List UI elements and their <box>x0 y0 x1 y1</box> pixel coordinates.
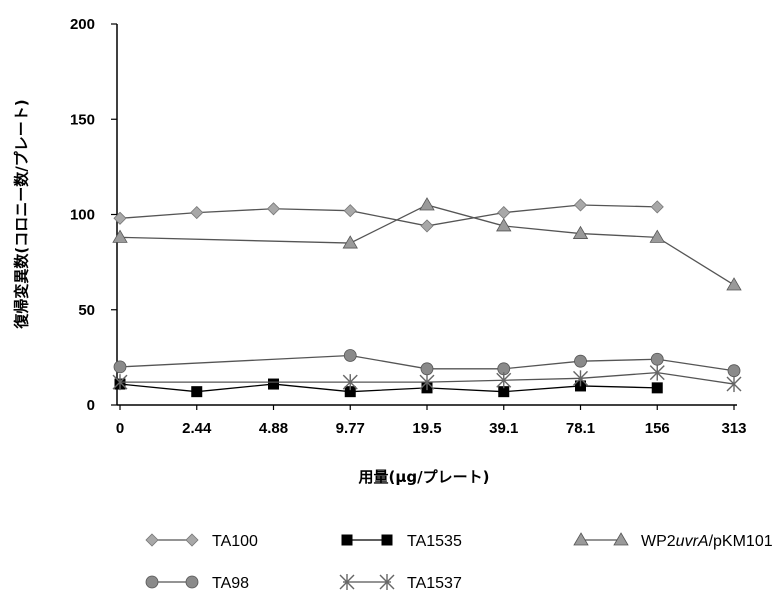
data-point <box>419 374 435 391</box>
legend-marker <box>145 575 159 589</box>
x-ticks: 0 2.44 4.88 9.77 19.5 39.1 78.1 156 313 <box>116 405 747 437</box>
data-point <box>573 198 588 212</box>
legend-label: TA100 <box>212 533 258 550</box>
legend-marker <box>573 532 589 546</box>
series-line <box>119 383 658 393</box>
data-point <box>496 372 512 389</box>
y-tick-label: 200 <box>70 16 95 33</box>
legend-item: WP2uvrA/pKM101 <box>573 532 773 550</box>
data-point <box>497 206 511 220</box>
data-point <box>343 204 357 218</box>
x-tick-label: 156 <box>645 420 670 437</box>
series-ta1537 <box>112 364 742 393</box>
legend-marker <box>185 533 199 547</box>
data-point <box>190 206 204 220</box>
data-point <box>727 364 741 378</box>
series-ta100 <box>113 198 664 233</box>
x-tick-label: 313 <box>721 420 746 437</box>
data-point <box>649 229 665 243</box>
legend-label: TA1535 <box>407 533 462 550</box>
y-tick-label: 150 <box>70 111 95 128</box>
data-point <box>572 225 589 239</box>
data-point <box>419 197 435 211</box>
data-point <box>112 229 128 243</box>
x-tick-label: 19.5 <box>412 420 441 437</box>
x-tick-label: 4.88 <box>259 420 288 437</box>
y-axis-title-text: 復帰変異数(コロニー数/プレート) <box>13 99 31 329</box>
legend-label: TA98 <box>212 575 249 592</box>
data-point <box>649 364 665 381</box>
data-point <box>726 376 742 393</box>
legend-marker <box>185 575 199 589</box>
data-point <box>344 386 356 398</box>
data-point <box>113 211 127 225</box>
data-point <box>266 202 281 216</box>
legend-marker <box>341 534 353 546</box>
x-tick-label: 39.1 <box>489 420 518 437</box>
legend-marker <box>145 533 159 547</box>
legend-label: TA1537 <box>407 575 462 592</box>
legend: TA100 TA1535 WP2uvrA/pKM101 TA98 TA1537 <box>145 532 773 592</box>
data-point <box>420 362 434 376</box>
data-point <box>650 352 664 366</box>
data-point <box>342 374 358 391</box>
data-point <box>420 219 434 233</box>
series-wp2uvra-pkm101 <box>112 197 742 291</box>
legend-marker <box>379 574 395 590</box>
y-axis-title: 復帰変異数(コロニー数/プレート) <box>13 99 31 329</box>
y-ticks: 0 50 100 150 200 <box>70 16 117 414</box>
data-point <box>726 277 742 291</box>
data-point <box>650 200 664 214</box>
x-tick-label: 2.44 <box>182 420 212 437</box>
x-tick-label: 9.77 <box>336 420 365 437</box>
data-point <box>268 378 279 390</box>
data-point <box>191 386 203 398</box>
data-point <box>112 374 128 391</box>
legend-item: TA1537 <box>339 574 462 592</box>
data-point <box>574 354 587 368</box>
series-layer <box>112 197 742 398</box>
data-point <box>342 235 358 249</box>
data-point <box>496 218 512 232</box>
series-ta98 <box>113 349 741 378</box>
series-line <box>119 204 658 227</box>
data-point <box>573 370 588 387</box>
y-tick-label: 50 <box>78 302 95 319</box>
x-axis-title: 用量(μg/プレート) <box>359 468 490 486</box>
legend-marker <box>381 534 393 546</box>
data-point <box>651 382 663 394</box>
legend-label: WP2uvrA/pKM101 <box>641 533 773 550</box>
series-line <box>119 204 735 286</box>
legend-item: TA100 <box>145 533 258 550</box>
legend-marker <box>339 574 355 590</box>
data-point <box>343 349 357 362</box>
data-point <box>498 386 510 398</box>
legend-item: TA1535 <box>341 533 462 550</box>
data-point <box>113 360 127 374</box>
legend-marker <box>613 532 629 546</box>
y-tick-label: 100 <box>70 207 95 224</box>
y-tick-label: 0 <box>87 397 95 414</box>
x-tick-label: 0 <box>116 420 124 437</box>
x-tick-label: 78.1 <box>566 420 595 437</box>
legend-item: TA98 <box>145 575 249 592</box>
